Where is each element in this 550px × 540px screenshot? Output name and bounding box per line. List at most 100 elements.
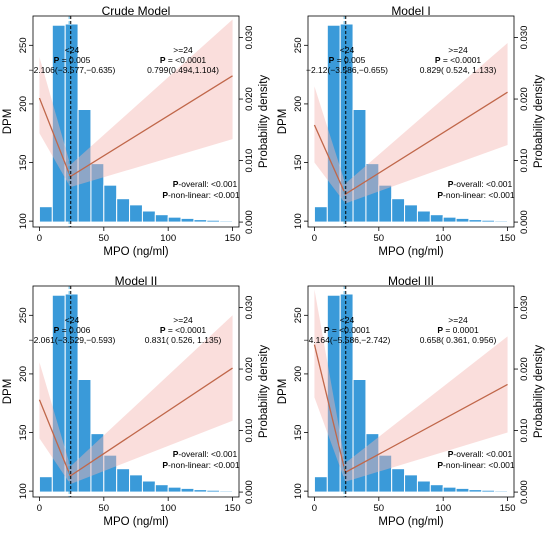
annotation-left-p: P = 0.005 <box>54 55 91 65</box>
y2-tick-label: 0.010 <box>519 149 530 173</box>
annotation-nonlinear: P-non-linear: <0.001 <box>162 190 240 200</box>
histogram-bar <box>442 486 457 493</box>
histogram-bar <box>468 489 483 493</box>
x-tick-label: 150 <box>500 503 516 514</box>
x-tick-label: 100 <box>160 503 176 514</box>
annotation-right-or: 0.658( 0.361, 0.956) <box>420 335 497 345</box>
histogram-bar <box>352 109 367 223</box>
annotation-left-p-label: P <box>54 325 60 335</box>
annotation-left-or: −4.164(−5.586,−2.742) <box>304 335 391 345</box>
histogram-bar <box>219 490 234 493</box>
annotation-right-or: 0.829( 0.524, 1.133) <box>420 65 497 75</box>
histogram <box>313 293 509 493</box>
y-tick-label: 100 <box>18 213 29 229</box>
annotation-overall: P-overall: <0.001 <box>173 449 238 459</box>
histogram-bar <box>391 468 406 493</box>
x-tick-label: 50 <box>99 503 110 514</box>
histogram-bar <box>180 217 195 223</box>
annotation-right-p-label: P <box>160 325 166 335</box>
annotation-left-p-value: = 0.005 <box>334 55 365 65</box>
annotation-overall: P-overall: <0.001 <box>173 179 238 189</box>
chart-panel-3: Model II 0 50 100 150 MPO (ng/ml) 100 150 200 250… <box>2 274 270 528</box>
y2-axis-label: Probability density <box>533 345 545 439</box>
y-tick-label: 100 <box>293 483 304 499</box>
annotation-right-head: >=24 <box>173 45 193 55</box>
histogram-bar <box>416 480 431 493</box>
y2-tick-label: 0.010 <box>244 419 255 443</box>
histogram-bar <box>154 484 169 493</box>
annotation-right-p-label: P <box>160 55 166 65</box>
annotation-right-p: P = <0.0001 <box>435 55 482 65</box>
histogram-bar <box>455 217 470 223</box>
annotation-right-head: >=24 <box>448 45 468 55</box>
histogram-bar <box>180 487 195 493</box>
annotation-right-p-value: = 0.0001 <box>443 325 479 335</box>
y-tick-label: 250 <box>293 307 304 323</box>
y2-tick-label: 0.010 <box>244 149 255 173</box>
annotation-nonlinear-text: -non-linear: <0.001 <box>168 460 240 470</box>
y-tick-label: 250 <box>293 37 304 53</box>
histogram-bar <box>455 487 470 493</box>
annotation-left-or: −2.061(−3.529,−0.593) <box>29 335 116 345</box>
plot-frame <box>32 15 240 228</box>
y2-tick-label: 0.000 <box>244 210 255 234</box>
y2-tick-label: 0.030 <box>519 296 530 320</box>
histogram-bar <box>38 206 53 223</box>
chart-panel-2: Model I 0 50 100 150 MPO (ng/ml) 100 150 200 250 D… <box>277 4 545 258</box>
histogram-bar <box>429 214 444 223</box>
spline-line <box>38 367 233 477</box>
histogram-bar <box>429 484 444 493</box>
y2-tick-label: 0.000 <box>519 480 530 504</box>
x-tick-label: 0 <box>312 503 317 514</box>
annotation-overall: P-overall: <0.001 <box>448 179 513 189</box>
y2-tick-label: 0.030 <box>244 296 255 320</box>
annotation-left-p-value: = <0.0001 <box>330 325 371 335</box>
annotation-overall: P-overall: <0.001 <box>448 449 513 459</box>
plot-frame <box>307 285 515 498</box>
annotation-left-p-label: P <box>324 325 330 335</box>
y2-tick-label: 0.030 <box>519 26 530 50</box>
y-tick-label: 200 <box>293 96 304 112</box>
y2-axis-label: Probability density <box>533 75 545 169</box>
annotation-nonlinear: P-non-linear: <0.001 <box>437 460 515 470</box>
y-tick-label: 200 <box>18 96 29 112</box>
annotation-right-p-value: = <0.0001 <box>166 325 207 335</box>
annotation-overall-text: -overall: <0.001 <box>453 179 512 189</box>
histogram-bar <box>404 204 418 223</box>
annotation-right-or: 0.799(0.494,1.104) <box>147 65 219 75</box>
annotation-right-p-value: = <0.0001 <box>441 55 482 65</box>
annotation-left-or: −2.12(−3.586,−0.655) <box>306 65 388 75</box>
x-tick-label: 100 <box>435 233 451 244</box>
y2-tick-label: 0.020 <box>244 357 255 381</box>
annotation-left-p: P = 0.006 <box>54 325 91 335</box>
confidence-band <box>314 42 508 204</box>
annotation-right-p-label: P <box>435 55 441 65</box>
histogram-bar <box>481 489 496 493</box>
confidence-band <box>39 19 233 188</box>
y-tick-label: 150 <box>18 155 29 171</box>
annotation-left-p-value: = 0.006 <box>59 325 90 335</box>
y-axis-label: DPM <box>277 109 289 135</box>
y-tick-label: 250 <box>18 37 29 53</box>
annotation-nonlinear-label: P <box>162 190 168 200</box>
histogram-bar <box>141 210 156 223</box>
plot-frame <box>32 285 240 498</box>
histogram-bar <box>313 476 328 493</box>
x-axis-label: MPO (ng/ml) <box>103 246 168 258</box>
annotation-nonlinear-text: -non-linear: <0.001 <box>443 190 515 200</box>
x-tick-label: 50 <box>374 233 385 244</box>
y-tick-label: 250 <box>18 307 29 323</box>
annotation-left-head: <24 <box>340 45 355 55</box>
y-tick-label: 200 <box>18 366 29 382</box>
x-axis-label: MPO (ng/ml) <box>103 516 168 528</box>
annotation-right-or: 0.831( 0.526, 1.135) <box>145 335 222 345</box>
y-tick-label: 150 <box>293 425 304 441</box>
x-tick-label: 0 <box>312 233 317 244</box>
histogram-bar <box>38 476 53 493</box>
histogram-bar <box>206 489 221 493</box>
histogram-bar <box>404 474 418 493</box>
annotation-nonlinear: P-non-linear: <0.001 <box>437 190 515 200</box>
y-axis-label: DPM <box>2 379 14 405</box>
y2-tick-label: 0.030 <box>244 26 255 50</box>
histogram-bar <box>416 210 431 223</box>
